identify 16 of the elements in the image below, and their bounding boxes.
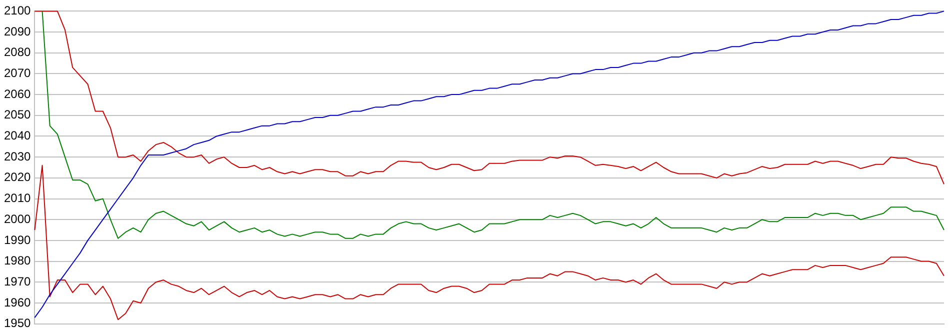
y-tick-label: 2080 bbox=[4, 45, 32, 60]
y-tick-label: 2090 bbox=[4, 24, 32, 38]
y-tick-label: 1990 bbox=[4, 232, 32, 247]
y-tick-label: 1970 bbox=[4, 274, 32, 288]
y-tick-label: 2010 bbox=[4, 191, 32, 206]
y-tick-label: 2000 bbox=[4, 212, 32, 226]
y-tick-label: 2100 bbox=[4, 4, 32, 18]
y-tick-label: 2040 bbox=[4, 128, 32, 143]
y-tick-label: 2050 bbox=[4, 108, 32, 122]
y-tick-label: 2060 bbox=[4, 86, 32, 101]
y-tick-label: 2020 bbox=[4, 170, 32, 184]
y-tick-label: 1950 bbox=[4, 316, 32, 330]
y-tick-label: 1980 bbox=[4, 254, 32, 268]
y-tick-label: 1960 bbox=[4, 295, 32, 310]
y-tick-label: 2030 bbox=[4, 149, 32, 164]
y-tick-label: 2070 bbox=[4, 66, 32, 80]
